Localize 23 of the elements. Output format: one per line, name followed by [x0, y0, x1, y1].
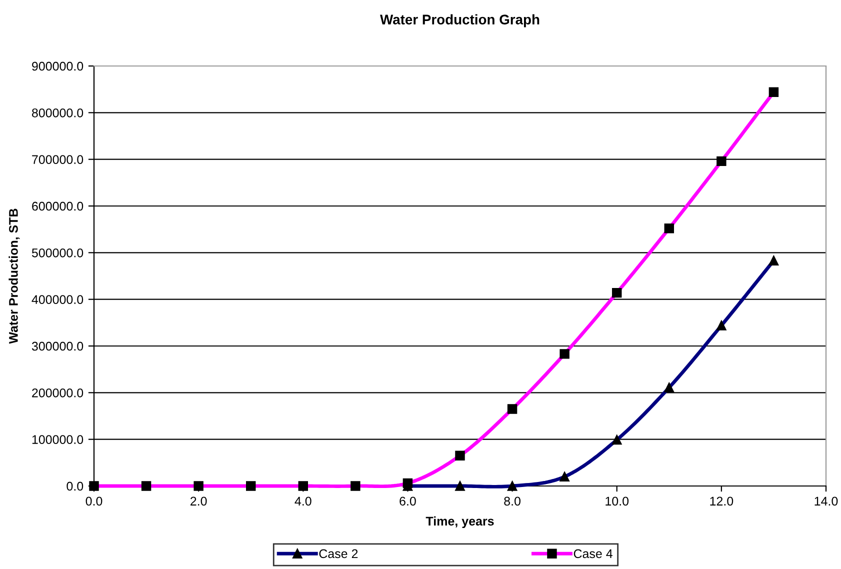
x-tick-label: 4.0 [294, 496, 312, 506]
y-tick-label: 700000.0 [32, 155, 84, 164]
y-tick-label: 400000.0 [32, 295, 84, 304]
y-tick-label: 0.0 [66, 482, 84, 491]
x-tick-label: 14.0 [814, 496, 838, 506]
y-tick-label: 600000.0 [32, 202, 84, 211]
x-tick-label: 0.0 [86, 496, 102, 506]
x-tick-label: 8.0 [504, 496, 520, 506]
x-axis-title: Time, years [426, 516, 494, 528]
x-tick-label: 2.0 [190, 496, 207, 506]
y-tick-label: 300000.0 [32, 342, 84, 351]
y-tick-label: 200000.0 [32, 388, 84, 398]
legend-label: Case 2 [319, 549, 358, 558]
chart-title: Water Production Graph [380, 14, 540, 28]
y-tick-label: 500000.0 [32, 248, 84, 258]
y-axis-title: Water Production, STB [8, 208, 20, 344]
x-tick-label: 6.0 [400, 496, 416, 506]
y-tick-label: 800000.0 [32, 108, 84, 118]
x-tick-label: 12.0 [710, 496, 734, 506]
legend-label: Case 4 [574, 549, 612, 558]
y-tick-label: 900000.0 [32, 62, 84, 71]
y-tick-label: 100000.0 [32, 435, 84, 444]
x-tick-label: 10.0 [606, 496, 629, 506]
